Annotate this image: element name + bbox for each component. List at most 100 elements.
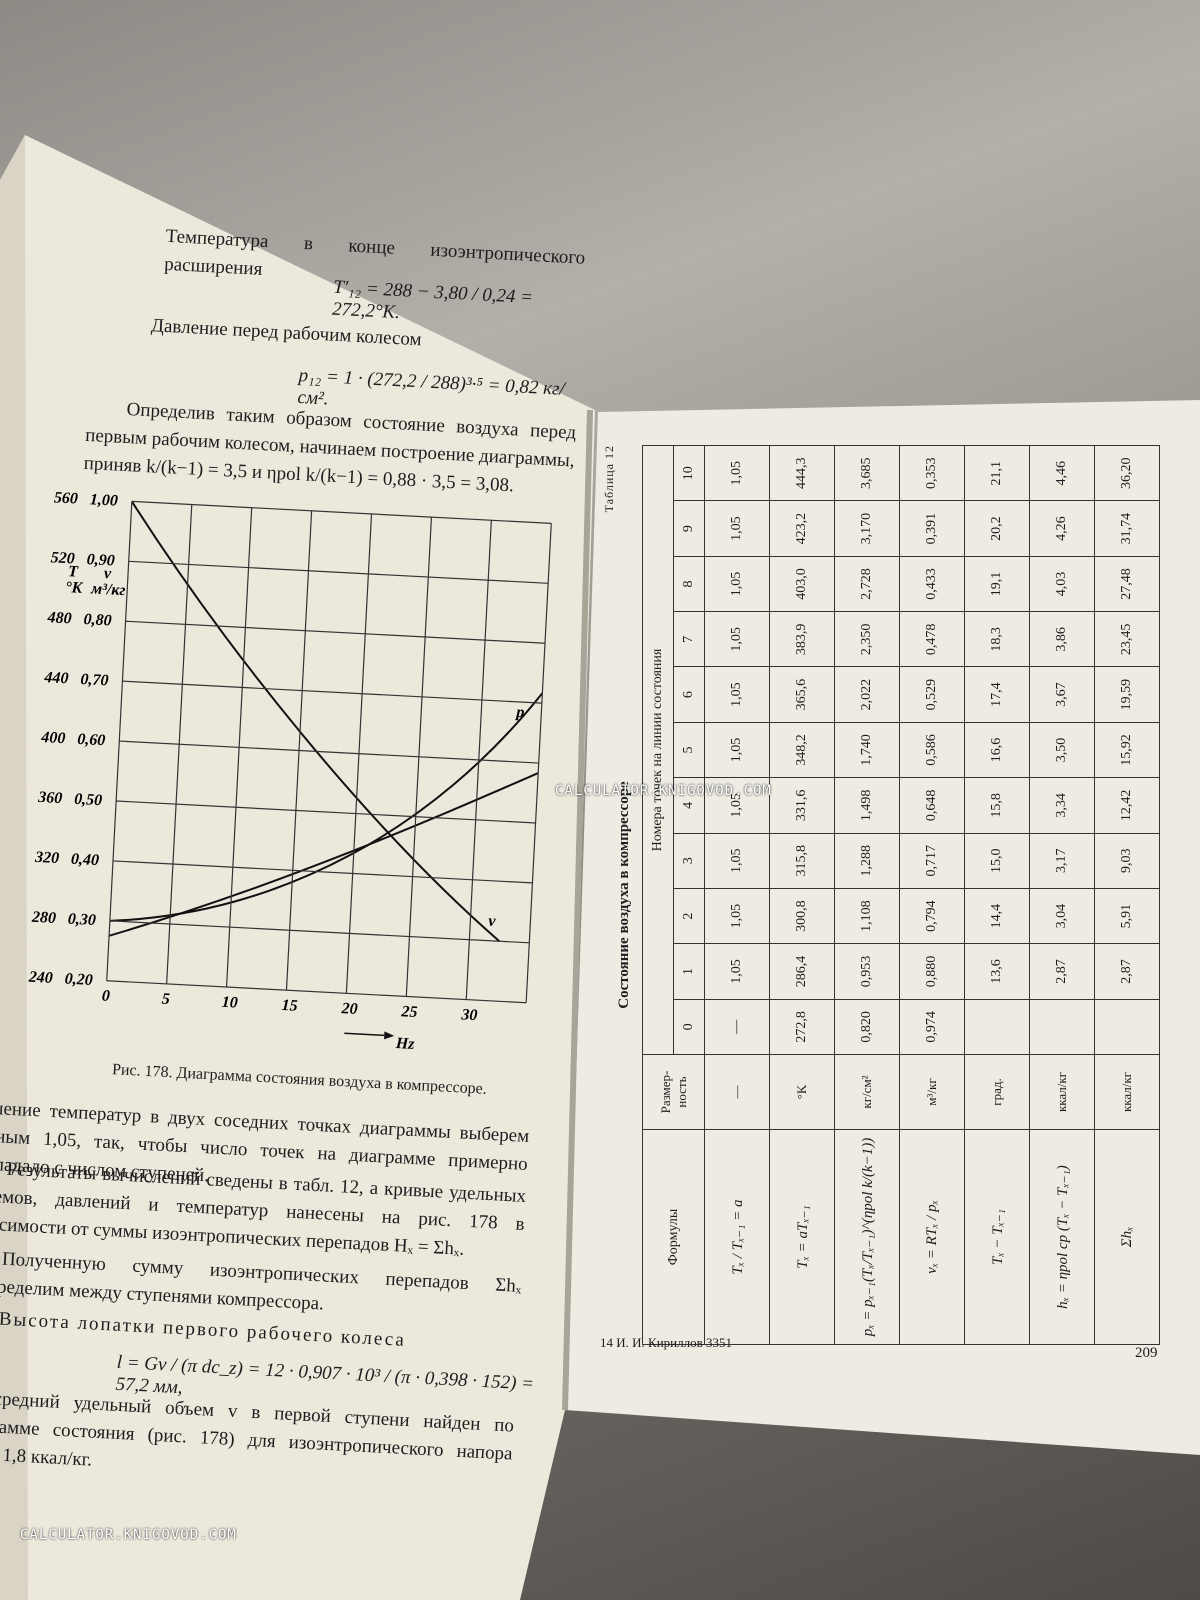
value-cell: 0,586 (899, 722, 965, 778)
table-row: Σhₓ ккал/кг 2,87 5,91 9,03 12,42 15,92 19,59 23,… (1094, 445, 1160, 1345)
value-cell: 9,03 (1094, 833, 1160, 889)
grid-line (285, 510, 313, 991)
point-number: 3 (673, 833, 705, 889)
left-page (0, 135, 595, 1600)
axis-label: Hz (394, 1035, 415, 1053)
state-table: Формулы Размер-ность Номера точек на лин… (642, 445, 1160, 1345)
table-row: Tₓ − Tₓ₋₁ град. 13,6 14,4 15,0 15,8 16,6 17,4 18… (964, 445, 1030, 1345)
point-number: 6 (673, 666, 705, 723)
y2-tick-label: 0,70 (80, 671, 109, 689)
value-cell: 383,9 (769, 611, 835, 667)
value-cell: 1,498 (834, 777, 900, 834)
formula-cell: Tₓ / Tₓ₋₁ = a (704, 1129, 770, 1345)
x-tick-label: 5 (161, 991, 170, 1008)
y2-tick-label: 0,40 (71, 851, 100, 869)
value-cell: 2,87 (1094, 943, 1160, 1000)
grid-line (106, 980, 527, 1004)
grid-line (122, 680, 542, 704)
value-cell: 14,4 (964, 888, 1030, 944)
value-cell: 3,86 (1029, 611, 1095, 667)
formula-cell: hₓ = ηpol cp (Tₓ − Tₓ₋₁) (1029, 1129, 1095, 1345)
y-tick-label: 320 (34, 849, 60, 867)
value-cell: 348,2 (769, 722, 835, 778)
value-cell: 0,974 (899, 999, 965, 1055)
table-row: Tₓ = aTₓ₋₁ °K 272,8 286,4 300,8 315,8 331,6 348… (769, 445, 835, 1345)
value-cell: 36,20 (1094, 445, 1160, 501)
gutter (562, 409, 593, 1411)
curve-v (131, 500, 500, 942)
value-cell: 403,0 (769, 556, 835, 612)
value-cell: 31,74 (1094, 500, 1160, 557)
figure-caption: Рис. 178. Диаграмма состояния воздуха в … (111, 1061, 488, 1098)
formula-cell: pₓ = pₓ₋₁(Tₓ/Tₓ₋₁)^(ηpol k/(k−1)) (834, 1129, 900, 1345)
value-cell: 27,48 (1094, 556, 1160, 612)
dimension-cell: °K (769, 1054, 835, 1130)
y-tick-label: 280 (31, 909, 57, 927)
dimension-cell: ккал/кг (1029, 1054, 1095, 1130)
value-cell: 1,05 (704, 888, 770, 944)
value-cell: 20,2 (964, 500, 1030, 557)
y-tick-label: 240 (27, 969, 53, 987)
curve-label: p (514, 704, 525, 722)
value-cell: 1,05 (704, 722, 770, 778)
grid-line (166, 504, 193, 984)
axis-unit: °K (65, 579, 84, 597)
axis-label: v (104, 565, 113, 582)
x-tick-label: 10 (221, 994, 238, 1012)
value-cell: 16,6 (964, 722, 1030, 778)
value-cell: 15,92 (1094, 722, 1160, 778)
value-cell: 5,91 (1094, 888, 1160, 944)
value-cell: 4,46 (1029, 445, 1095, 501)
grid-line (405, 517, 433, 997)
point-number: 9 (673, 500, 705, 557)
axis-arrow (344, 1032, 385, 1037)
y2-tick-label: 0,80 (83, 611, 112, 629)
axis-unit: м³/кг (90, 580, 126, 599)
state-diagram: 240 0,20 280 0,30 320 0,40 360 0,50 400 0,60 440 0,… (27, 489, 552, 1053)
value-cell: 4,26 (1029, 500, 1095, 557)
y2-tick-label: 0,20 (64, 971, 93, 989)
dimension-cell: град. (964, 1054, 1030, 1130)
value-cell: 19,1 (964, 556, 1030, 612)
formula-cell: vₓ = RTₓ / pₓ (899, 1129, 965, 1345)
value-cell: 331,6 (769, 777, 835, 834)
formula-cell: Tₓ − Tₓ₋₁ (964, 1129, 1030, 1345)
value-cell: 1,05 (704, 943, 770, 1000)
left-page-content: Температура в конце изоэнтропического ра… (0, 135, 600, 1564)
grid-line (109, 920, 530, 944)
value-cell: 4,03 (1029, 556, 1095, 612)
value-cell: 1,05 (704, 500, 770, 557)
value-cell: 1,05 (704, 611, 770, 667)
value-cell: 444,3 (769, 445, 835, 501)
value-cell: 3,50 (1029, 722, 1095, 778)
dimension-cell: ккал/кг (1094, 1054, 1160, 1130)
y-tick-label: 520 (50, 549, 75, 567)
curve-t (109, 692, 544, 922)
value-cell: 12,42 (1094, 777, 1160, 834)
grid-line (465, 520, 492, 1000)
value-cell: 0,794 (899, 888, 965, 944)
point-number: 2 (673, 888, 705, 944)
value-cell: 315,8 (769, 833, 835, 889)
value-cell: 272,8 (769, 999, 835, 1055)
value-cell: 0,529 (899, 666, 965, 723)
dimension-cell: кг/см² (834, 1054, 900, 1130)
table-row: vₓ = RTₓ / pₓ м³/кг 0,974 0,880 0,794 0,717 0,… (899, 445, 965, 1345)
value-cell: 0,433 (899, 556, 965, 612)
x-tick-label: 25 (400, 1003, 418, 1021)
value-cell: 1,288 (834, 833, 900, 889)
value-cell: 18,3 (964, 611, 1030, 667)
value-cell: 423,2 (769, 500, 835, 557)
table-block: Таблица 12 Состояние воздуха в компрессо… (602, 445, 1160, 1345)
grid-line (128, 560, 549, 584)
header-formulas: Формулы (642, 1129, 705, 1345)
grid-line (131, 500, 552, 524)
point-number: 8 (673, 556, 705, 612)
page-footer: 14 И. И. Кириллов 3351 (600, 1335, 732, 1350)
value-cell: 3,34 (1029, 777, 1095, 834)
grid-line (112, 860, 533, 884)
header-points-caption: Номера точек на линии состояния (642, 445, 674, 1055)
value-cell: 2,87 (1029, 943, 1095, 1000)
curve-p (108, 772, 539, 937)
